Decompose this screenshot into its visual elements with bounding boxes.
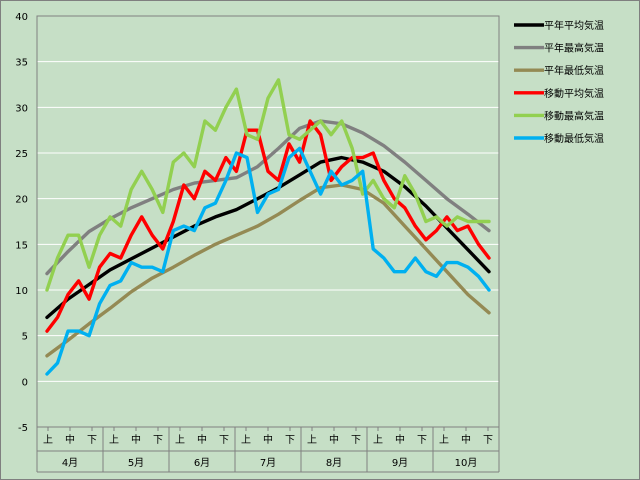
series-line — [45, 183, 491, 358]
decade-label: 中 — [461, 433, 471, 446]
decade-label: 下 — [219, 435, 229, 446]
decade-label: 下 — [351, 435, 361, 446]
decade-label: 上 — [439, 434, 449, 446]
y-tick-label: 30 — [15, 103, 28, 114]
decade-label: 上 — [43, 434, 53, 446]
month-label: 10月 — [455, 457, 478, 469]
legend-label: 平年最低気温 — [544, 64, 604, 77]
decade-label: 下 — [285, 435, 295, 446]
month-label: 6月 — [194, 457, 210, 469]
y-tick-label: 35 — [15, 58, 28, 69]
legend-label: 移動最低気温 — [544, 132, 604, 145]
decade-label: 中 — [65, 433, 75, 446]
decade-label: 上 — [175, 434, 185, 446]
series-line — [45, 119, 491, 333]
y-tick-label: 5 — [22, 332, 28, 343]
series-line — [45, 78, 491, 292]
legend-label: 平年平均気温 — [544, 19, 604, 32]
plot-area: -505101520253035404月上中下5月上中下6月上中下7月上中下8月… — [15, 12, 500, 473]
decade-label: 上 — [241, 434, 251, 446]
decade-label: 中 — [263, 433, 273, 446]
y-tick-label: 20 — [15, 195, 28, 206]
y-tick-label: 40 — [15, 12, 28, 23]
decade-label: 中 — [329, 433, 339, 446]
decade-label: 中 — [197, 433, 207, 446]
y-tick-label: -5 — [18, 423, 28, 434]
month-label: 8月 — [326, 457, 342, 469]
month-label: 5月 — [128, 457, 144, 469]
series-line — [45, 146, 491, 376]
decade-label: 下 — [87, 435, 97, 446]
month-label: 7月 — [260, 457, 276, 469]
month-label: 9月 — [392, 457, 408, 469]
series-line — [45, 119, 491, 276]
decade-label: 中 — [395, 433, 405, 446]
y-tick-label: 15 — [15, 240, 28, 251]
decade-label: 上 — [109, 434, 119, 446]
month-label: 4月 — [62, 457, 78, 469]
y-tick-label: 25 — [15, 149, 28, 160]
decade-label: 下 — [153, 435, 163, 446]
decade-label: 上 — [373, 434, 383, 446]
legend-label: 移動平均気温 — [544, 87, 604, 100]
decade-label: 中 — [131, 433, 141, 446]
decade-label: 下 — [483, 435, 493, 446]
decade-label: 上 — [307, 434, 317, 446]
y-tick-label: 0 — [22, 377, 28, 388]
legend-label: 平年最高気温 — [544, 42, 604, 55]
decade-label: 下 — [417, 435, 427, 446]
y-tick-label: 10 — [15, 286, 28, 297]
legend-label: 移動最高気温 — [544, 109, 604, 122]
